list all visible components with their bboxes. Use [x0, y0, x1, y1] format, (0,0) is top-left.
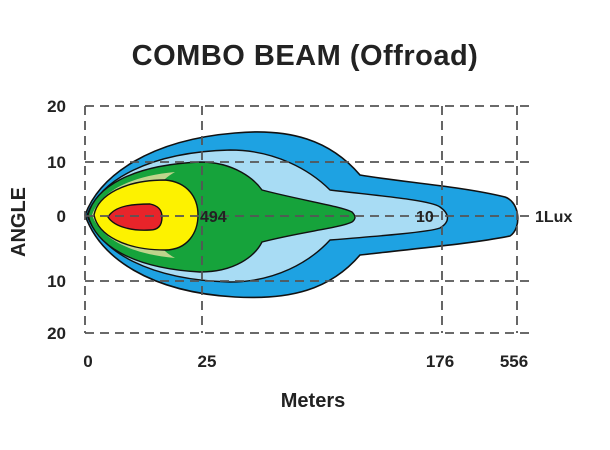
chart-title: COMBO BEAM (Offroad) [131, 40, 479, 72]
x-tick-label: 176 [426, 352, 454, 371]
x-axis-label: Meters [281, 390, 345, 412]
contour-label-1lux: 1Lux [535, 209, 572, 226]
x-tick-label: 0 [83, 352, 92, 371]
y-tick-label: 20 [47, 97, 66, 116]
y-axis-label: ANGLE [8, 187, 30, 257]
y-tick-label: 0 [57, 207, 66, 226]
y-tick-label: 20 [47, 324, 66, 343]
y-tick-label: 10 [47, 153, 66, 172]
grid [84, 105, 530, 334]
x-tick-label: 556 [500, 352, 528, 371]
contour-label-10: 10 [416, 209, 434, 226]
contour-494 [107, 203, 163, 231]
contour-label-494: 494 [200, 209, 227, 226]
x-tick-label: 25 [198, 352, 217, 371]
y-tick-label: 10 [47, 272, 66, 291]
